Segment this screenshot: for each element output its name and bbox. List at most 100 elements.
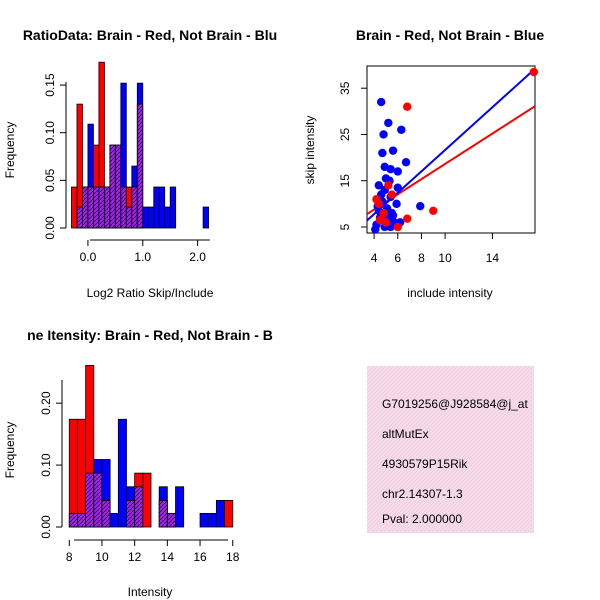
intensity-hist-bar-brain — [142, 472, 152, 528]
intensity-hist-bar-brain — [224, 499, 234, 528]
scatter-point-not-brain — [392, 199, 401, 209]
ratio-hist-bars — [71, 61, 209, 229]
scatter-point-not-brain — [371, 225, 380, 234]
scatter-point-not-brain — [374, 181, 384, 190]
intensity-hist-x-tick-label: 12 — [128, 550, 142, 564]
intensity-hist-bar-overlap — [93, 472, 103, 528]
info-panel-background — [367, 366, 534, 533]
ratio-hist-bar-overlap — [109, 144, 116, 229]
ratio-hist-bar-not-brain — [142, 206, 149, 229]
intensity-hist-x-tick-label: 8 — [66, 550, 73, 564]
scatter-ylabel: skip intensity — [303, 116, 317, 185]
ratio-hist-y-tick-label: 0.10 — [43, 121, 57, 145]
scatter-point-brain — [384, 181, 393, 190]
intensity-hist-bar-not-brain — [207, 512, 217, 528]
scatter-point-brain — [429, 206, 438, 215]
scatter-point-brain — [372, 195, 381, 204]
scatter-xlabel: include intensity — [407, 286, 492, 300]
intensity-hist-bar-not-brain — [215, 499, 225, 528]
ratio-hist-bar-not-brain — [164, 206, 171, 229]
scatter-point-not-brain — [379, 130, 388, 139]
intensity-hist-bar-overlap — [126, 499, 136, 528]
intensity-hist-x-tick-label: 14 — [161, 550, 175, 564]
scatter-x-ticks: 4 6 8 10 14 — [371, 233, 499, 265]
scatter-point-not-brain — [397, 125, 406, 135]
intensity-hist-bar-overlap — [166, 512, 176, 528]
ratio-hist-y-tick-label: 0.00 — [43, 216, 57, 240]
ratio-hist-bar-overlap — [103, 186, 111, 229]
ratio-hist-x-tick-label: 0.0 — [80, 250, 97, 264]
scatter-point-brain — [403, 214, 412, 223]
ratio-hist-bar-overlap — [76, 206, 83, 229]
scatter-point-not-brain — [416, 201, 425, 211]
scatter-point-brain — [375, 215, 385, 225]
scatter-point-not-brain — [378, 148, 387, 158]
scatter-point-brain — [387, 190, 397, 199]
info-line-location: chr2.14307-1.3 — [382, 487, 463, 501]
ratio-hist-bar-overlap — [82, 186, 89, 229]
ratio-hist-bar-overlap — [87, 186, 94, 229]
ratio-hist-bar-overlap — [114, 144, 122, 229]
ratio-hist-x-tick-label: 1.0 — [134, 250, 151, 264]
ratio-hist-bar-not-brain — [202, 206, 209, 229]
scatter-point-not-brain — [386, 164, 395, 174]
ratio-hist-bar-not-brain — [158, 186, 166, 229]
scatter-point-not-brain — [393, 167, 402, 176]
intensity-hist-bar-not-brain — [199, 512, 209, 528]
ratio-hist-y-tick-label: 0.15 — [43, 73, 57, 97]
intensity-hist-bar-overlap — [134, 486, 144, 528]
intensity-hist-bar-overlap — [77, 512, 87, 528]
ratio-hist-bar-not-brain — [153, 186, 160, 229]
scatter-point-not-brain — [401, 158, 411, 167]
scatter-point-brain — [403, 102, 412, 111]
scatter-x-tick-label: 4 — [371, 251, 378, 265]
scatter-point-brain — [379, 208, 388, 218]
ratio-hist-x-ticks: 0.0 1.0 2.0 — [80, 240, 206, 264]
ratio-hist-ylabel: Frequency — [3, 122, 17, 179]
scatter-x-tick-label: 6 — [394, 251, 401, 265]
scatter-points — [371, 67, 539, 234]
intensity-hist-ylabel: Frequency — [3, 422, 17, 479]
info-panel: G7019256@J928584@j_at altMutEx 4930579P1… — [367, 366, 534, 533]
intensity-hist-y-tick-label: 0.10 — [39, 453, 53, 477]
scatter-y-tick-label: 25 — [338, 127, 352, 141]
info-line-gene: 4930579P15Rik — [382, 457, 468, 471]
intensity-hist-xlabel: Intensity — [128, 585, 173, 599]
scatter-x-tick-label: 10 — [438, 251, 452, 265]
intensity-hist-x-tick-label: 18 — [226, 550, 240, 564]
ratio-hist-bar-overlap — [120, 186, 127, 229]
intensity-hist-y-tick-label: 0.00 — [39, 515, 53, 539]
intensity-histogram: ne Itensity: Brain - Red, Not Brain - B … — [3, 327, 273, 599]
info-line-probe-id: G7019256@J928584@j_at — [382, 397, 528, 411]
ratio-hist-bar-overlap — [93, 186, 100, 229]
intensity-hist-title: ne Itensity: Brain - Red, Not Brain - B — [27, 327, 273, 343]
scatter-plot-box — [366, 65, 536, 234]
ratio-hist-bar-overlap — [98, 186, 105, 229]
info-line-pval: Pval: 2.000000 — [382, 512, 462, 526]
scatter-point-not-brain — [387, 208, 397, 218]
intensity-scatter: Brain - Red, Not Brain - Blue 5 15 25 35 4 6… — [303, 27, 544, 300]
ratio-hist-title: RatioData: Brain - Red, Not Brain - Blu — [23, 27, 277, 43]
intensity-hist-bar-not-brain — [175, 486, 185, 528]
scatter-title: Brain - Red, Not Brain - Blue — [356, 27, 544, 43]
intensity-hist-bar-brain — [68, 418, 78, 528]
ratio-hist-bar-not-brain — [169, 186, 177, 229]
ratio-hist-y-tick-label: 0.05 — [43, 168, 57, 192]
scatter-y-ticks: 5 15 25 35 — [338, 81, 367, 230]
scatter-y-tick-label: 5 — [338, 223, 352, 230]
scatter-y-tick-label: 35 — [338, 81, 352, 95]
intensity-hist-x-tick-label: 16 — [193, 550, 207, 564]
ratio-histogram: RatioData: Brain - Red, Not Brain - Blu … — [3, 27, 277, 300]
ratio-hist-bar-brain — [71, 186, 78, 229]
ratio-hist-y-ticks: 0.00 0.05 0.10 0.15 — [43, 73, 66, 240]
scatter-point-brain — [393, 222, 402, 232]
intensity-hist-bar-overlap — [158, 499, 168, 528]
intensity-hist-x-tick-label: 10 — [95, 550, 109, 564]
info-line-event-type: altMutEx — [382, 427, 429, 441]
ratio-hist-bar-overlap — [136, 103, 144, 229]
intensity-hist-x-ticks: 8 10 12 14 16 18 — [66, 540, 240, 564]
ratio-hist-x-tick-label: 2.0 — [189, 250, 206, 264]
scatter-point-not-brain — [388, 146, 398, 155]
scatter-point-brain — [529, 67, 539, 77]
